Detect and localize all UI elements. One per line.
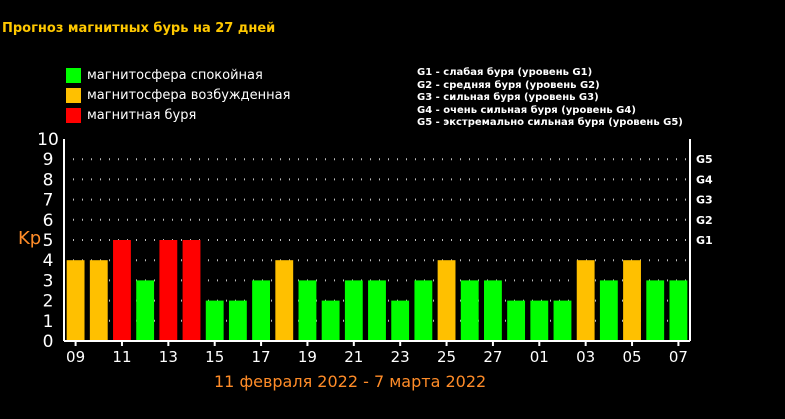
legend-swatch-green xyxy=(66,67,81,83)
bar xyxy=(623,260,641,341)
x-tick-label: 19 xyxy=(298,348,317,366)
bar xyxy=(228,300,247,341)
y-tick-label: 3 xyxy=(43,271,54,291)
y-tick-label: 8 xyxy=(43,170,54,190)
bar xyxy=(66,260,85,341)
x-axis-label: 11 февраля 2022 - 7 марта 2022 xyxy=(214,372,487,391)
legend-item-quiet: магнитосфера спокойная xyxy=(66,67,263,83)
bar xyxy=(113,240,131,341)
bar xyxy=(507,300,526,341)
x-tick-label: 07 xyxy=(669,348,688,366)
legend-item-storm: магнитная буря xyxy=(66,107,196,123)
bar xyxy=(576,260,595,341)
storm-level-g1: G1 - слабая буря (уровень G1) xyxy=(417,67,593,78)
storm-level-legend: G1 - слабая буря (уровень G1) G2 - средн… xyxy=(417,67,683,130)
bar xyxy=(414,280,433,341)
storm-level-g4: G4 - очень сильная буря (уровень G4) xyxy=(417,104,636,116)
y-axis-label: Kp xyxy=(18,228,42,249)
bar xyxy=(136,280,155,341)
y-tick-label: 9 xyxy=(43,150,54,170)
g-tick-label: G1 xyxy=(696,234,713,247)
bar xyxy=(646,280,665,341)
bar xyxy=(159,240,178,341)
y-tick-label: 1 xyxy=(43,312,54,332)
bar xyxy=(368,280,386,341)
x-tick-label: 17 xyxy=(252,348,271,366)
x-tick-label: 01 xyxy=(530,348,549,366)
bar xyxy=(205,300,224,341)
bar xyxy=(321,300,340,341)
storm-level-g2: G2 - средняя буря (уровень G2) xyxy=(417,79,600,91)
bar xyxy=(669,280,688,341)
x-tick-label: 25 xyxy=(437,348,456,366)
y-tick-label: 2 xyxy=(43,292,54,312)
legend-swatch-orange xyxy=(66,87,81,103)
x-tick-label: 11 xyxy=(112,348,131,366)
y-tick-label: 6 xyxy=(43,211,54,231)
g-tick-label: G4 xyxy=(696,173,713,186)
legend-label-active: магнитосфера возбужденная xyxy=(87,87,291,103)
bar xyxy=(344,280,363,341)
bar xyxy=(298,280,317,341)
x-tick-label: 09 xyxy=(66,348,85,366)
legend-item-active: магнитосфера возбужденная xyxy=(66,87,290,103)
bar xyxy=(182,240,201,341)
y-tick-label: 0 xyxy=(43,332,54,352)
bar xyxy=(391,300,410,341)
x-tick-label: 23 xyxy=(391,348,410,366)
bar xyxy=(530,300,549,341)
storm-level-g5: G5 - экстремально сильная буря (уровень … xyxy=(417,117,683,129)
g-tick-label: G3 xyxy=(696,194,713,207)
chart-title: Прогноз магнитных бурь на 27 дней xyxy=(2,21,276,36)
bar xyxy=(89,260,108,341)
y-tick-label: 10 xyxy=(37,130,59,150)
legend-label-storm: магнитная буря xyxy=(87,107,197,123)
bar xyxy=(483,280,502,341)
bar xyxy=(275,260,294,341)
x-tick-label: 21 xyxy=(344,348,363,366)
y-tick-label: 5 xyxy=(43,231,54,251)
bar xyxy=(553,300,572,341)
legend-swatch-red xyxy=(66,107,81,123)
legend-label-quiet: магнитосфера спокойная xyxy=(87,67,263,83)
bar xyxy=(460,280,479,341)
x-tick-label: 05 xyxy=(622,348,641,366)
g-tick-label: G5 xyxy=(696,153,713,166)
y-tick-label: 4 xyxy=(43,251,54,271)
storm-level-g3: G3 - сильная буря (уровень G3) xyxy=(417,92,599,104)
g-tick-label: G2 xyxy=(696,214,713,227)
bar xyxy=(599,280,618,341)
x-tick-label: 27 xyxy=(483,348,502,366)
bar xyxy=(252,280,271,341)
y-tick-label: 7 xyxy=(43,191,54,211)
x-tick-label: 15 xyxy=(205,348,224,366)
x-tick-label: 13 xyxy=(159,348,178,366)
x-tick-label: 03 xyxy=(576,348,595,366)
bar xyxy=(437,260,456,341)
